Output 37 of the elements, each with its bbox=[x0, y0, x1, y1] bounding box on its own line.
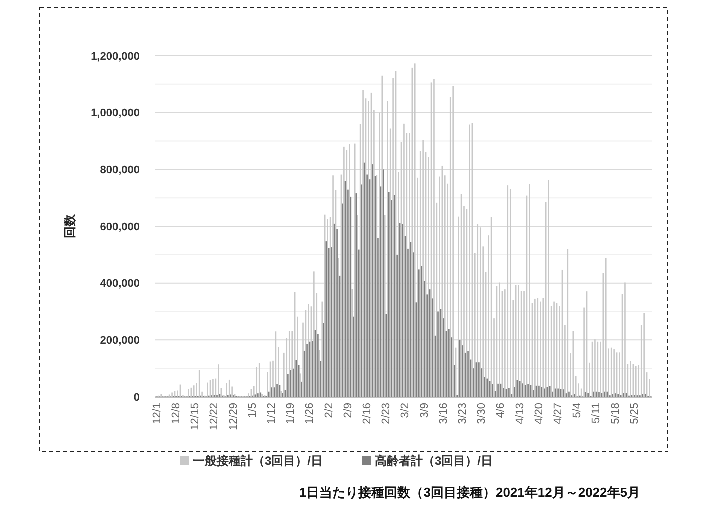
y-tick-label: 1,200,000 bbox=[91, 50, 140, 63]
y-tick-label: 600,000 bbox=[100, 221, 140, 234]
x-tick-label: 1/5 bbox=[246, 403, 259, 418]
x-tick-label: 12/29 bbox=[228, 403, 240, 431]
x-tick-label: 1/26 bbox=[304, 403, 316, 424]
x-tick-label: 12/8 bbox=[170, 403, 183, 424]
x-tick-label: 5/18 bbox=[610, 403, 622, 424]
x-tick-label: 1/12 bbox=[266, 403, 278, 424]
x-tick-label: 2/16 bbox=[362, 403, 374, 424]
x-tick-label: 1/19 bbox=[285, 403, 298, 424]
x-tick-label: 3/2 bbox=[400, 403, 412, 418]
x-tick-label: 3/30 bbox=[476, 403, 488, 424]
y-tick-label: 200,000 bbox=[100, 335, 140, 348]
x-tick-label: 2/9 bbox=[342, 403, 354, 418]
x-tick-label: 4/6 bbox=[495, 403, 508, 418]
y-axis-title: 回数 bbox=[63, 214, 78, 238]
y-tick-label: 0 bbox=[134, 392, 140, 404]
x-tick-label: 5/25 bbox=[628, 403, 641, 424]
x-tick-label: 12/1 bbox=[151, 403, 164, 424]
x-tick-label: 4/27 bbox=[552, 403, 565, 424]
x-tick-label: 12/15 bbox=[190, 403, 202, 431]
text: 1日当たり接種回数（3回目接種）2021年12月～2022年5月 bbox=[300, 485, 640, 500]
y-tick-label: 1,000,000 bbox=[91, 108, 140, 120]
x-tick-label: 12/22 bbox=[208, 403, 221, 431]
x-tick-label: 3/23 bbox=[457, 403, 470, 424]
x-tick-label: 3/16 bbox=[438, 403, 450, 424]
x-tick-label: 5/11 bbox=[590, 403, 603, 424]
y-tick-label: 800,000 bbox=[100, 164, 140, 177]
x-tick-label: 3/9 bbox=[418, 403, 431, 418]
x-tick-label: 2/2 bbox=[323, 403, 336, 418]
legend-label: 一般接種計（3回目）/日 bbox=[193, 454, 324, 468]
x-tick-label: 5/4 bbox=[572, 403, 584, 418]
x-tick-label: 2/23 bbox=[380, 403, 393, 424]
x-tick-label: 4/20 bbox=[533, 403, 546, 424]
y-tick-label: 400,000 bbox=[100, 278, 140, 290]
legend-label: 高齢者計（3回目）/日 bbox=[375, 454, 494, 468]
x-tick-label: 4/13 bbox=[514, 403, 526, 424]
